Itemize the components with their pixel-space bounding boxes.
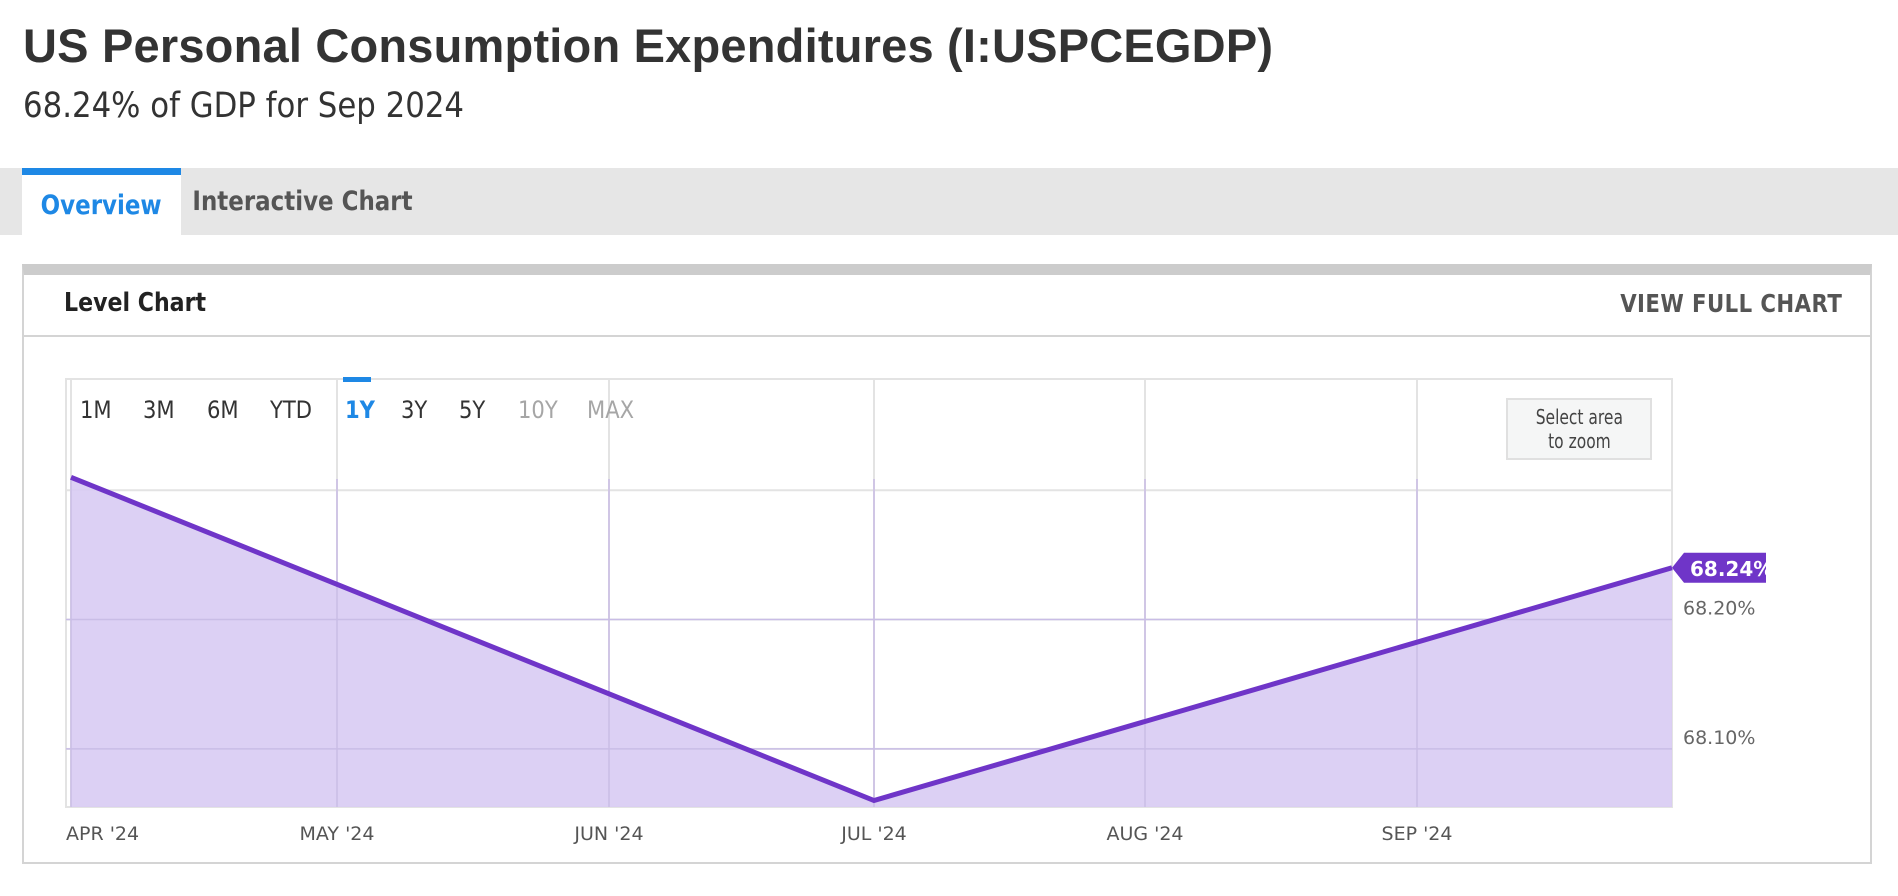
view-full-chart-link[interactable]: VIEW FULL CHART [1619, 289, 1842, 318]
y-tick-label: 68.10% [1683, 727, 1755, 749]
page-title: US Personal Consumption Expenditures (I:… [23, 19, 1274, 72]
last-value-label: 68.24% [1690, 557, 1773, 581]
x-tick-label: MAY '24 [300, 823, 375, 845]
x-tick-label: SEP '24 [1382, 823, 1453, 845]
tab-overview[interactable]: Overview [22, 168, 181, 235]
range-button-1m[interactable]: 1M [80, 397, 112, 425]
card-title: Level Chart [64, 288, 207, 318]
y-tick-label: 68.20% [1683, 598, 1755, 620]
zoom-hint: Select area to zoom [1506, 398, 1652, 460]
range-button-max: MAX [587, 397, 634, 425]
data-point[interactable] [871, 798, 877, 804]
tab-interactive-chart[interactable]: Interactive Chart [192, 186, 413, 217]
x-tick-label: APR '24 [66, 823, 139, 845]
series-line [70, 474, 1673, 804]
zoom-hint-line-2: to zoom [1547, 429, 1611, 453]
range-button-3m[interactable]: 3M [143, 397, 175, 425]
range-button-1y[interactable]: 1Y [345, 397, 376, 425]
last-value-badge [1672, 552, 1766, 583]
x-tick-label: JUL '24 [840, 823, 907, 845]
zoom-hint-line-1: Select area [1535, 405, 1623, 429]
series-area [71, 477, 1672, 807]
range-selected-indicator [343, 377, 371, 382]
data-point[interactable] [68, 474, 74, 480]
range-button-ytd[interactable]: YTD [269, 397, 312, 425]
tab-bar: Overview Interactive Chart [0, 168, 1898, 235]
range-button-5y[interactable]: 5Y [459, 397, 486, 425]
range-button-3y[interactable]: 3Y [401, 397, 428, 425]
range-button-6m[interactable]: 6M [207, 397, 239, 425]
card-header: Level Chart VIEW FULL CHART [24, 275, 1870, 337]
x-tick-label: JUN '24 [573, 823, 643, 845]
x-tick-label: AUG '24 [1106, 823, 1183, 845]
page-subtitle: 68.24% of GDP for Sep 2024 [23, 86, 465, 126]
range-button-10y: 10Y [518, 397, 558, 425]
